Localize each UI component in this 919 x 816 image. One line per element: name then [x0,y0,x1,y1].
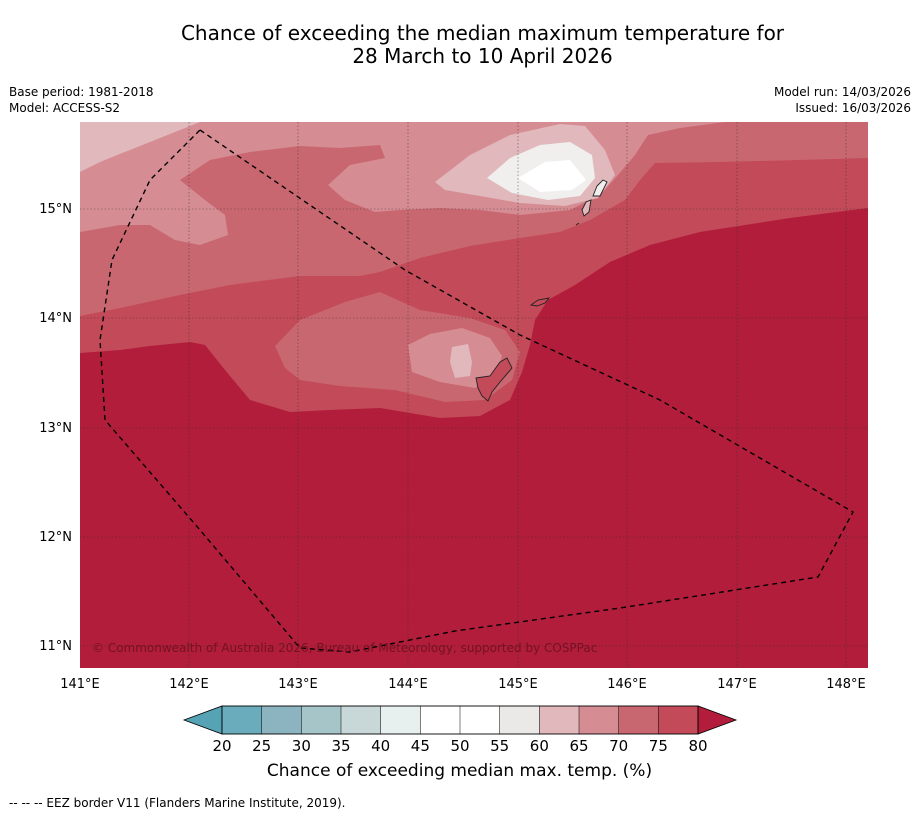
colorbar-swatch [459,705,501,735]
lat-label: 13°N [39,421,72,436]
lon-label: 143°E [278,677,318,692]
colorbar-tick-label: 30 [292,737,311,755]
contour-70 [80,122,868,316]
lon-label: 145°E [498,677,538,692]
title-line-2: 28 March to 10 April 2026 [352,44,613,68]
lat-label: 11°N [39,639,72,654]
lon-label: 144°E [388,677,428,692]
colorbar-tick-label: 80 [688,737,707,755]
colorbar-tick-label: 60 [530,737,549,755]
colorbar-swatch [499,705,540,735]
lat-label: 12°N [39,530,72,545]
gridlines [80,122,868,668]
colorbar-tick-label: 70 [609,737,628,755]
colorbar-swatch [261,705,302,735]
colorbar-tick-label: 50 [450,737,469,755]
footer-note: -- -- -- EEZ border V11 (Flanders Marine… [9,796,346,810]
contour-60 [80,122,200,172]
lon-label: 146°E [607,677,647,692]
copyright-notice: © Commonwealth of Australia 2026, Bureau… [92,641,598,655]
colorbar-tick-label: 35 [331,737,350,755]
lon-label: 142°E [169,677,209,692]
island-guam [475,357,513,402]
colorbar-swatch [658,705,699,735]
colorbar-tick-label: 40 [371,737,390,755]
colorbar-swatch [301,705,342,735]
model-name: Model: ACCESS-S2 [9,101,121,115]
longitude-labels: 141°E 142°E 143°E 144°E 145°E 146°E 147°… [60,677,866,692]
contour-60-core [450,344,472,378]
lon-label: 148°E [826,677,866,692]
latitude-labels: 15°N 14°N 13°N 12°N 11°N [39,202,72,654]
contour-50 [518,160,586,192]
issued-date: Issued: 16/03/2026 [795,101,911,115]
islands [475,179,608,402]
colorbar-high-arrow [697,705,738,735]
island-rota [529,297,551,307]
colorbar-tick-label: 45 [411,737,430,755]
colorbar-swatch [380,705,421,735]
meta-right: Model run: 14/03/2026 Issued: 16/03/2026 [774,84,911,116]
colorbar-tick-label: 25 [252,737,271,755]
base-period: Base period: 1981-2018 [9,85,154,99]
colorbar: 20 25 30 35 40 45 50 55 60 65 70 75 80 [182,705,738,755]
colorbar-swatch [578,705,620,735]
island-tinian [581,199,592,217]
colorbar-swatch [340,705,382,735]
chart-title: Chance of exceeding the median maximum t… [0,22,919,68]
lat-label: 15°N [39,202,72,217]
colorbar-tick-label: 75 [649,737,668,755]
lon-label: 147°E [717,677,757,692]
colorbar-swatch [618,705,659,735]
colorbar-low-arrow [182,705,223,735]
colorbar-title: Chance of exceeding median max. temp. (%… [266,761,653,781]
colorbar-tick-label: 65 [569,737,588,755]
contour-fields [80,122,868,668]
colorbar-tick-label: 20 [212,737,231,755]
island-aguijan [575,222,580,226]
eez-border [99,129,854,653]
title-line-1: Chance of exceeding the median maximum t… [180,21,785,45]
colorbar-swatch [539,705,580,735]
colorbar-swatch [221,705,263,735]
lon-label: 141°E [60,677,100,692]
meta-left: Base period: 1981-2018 Model: ACCESS-S2 [9,84,154,116]
model-run: Model run: 14/03/2026 [773,85,911,99]
colorbar-tick-label: 55 [490,737,509,755]
colorbar-outline [221,705,699,735]
colorbar-swatch [420,705,461,735]
lat-label: 14°N [39,311,72,326]
island-saipan [592,179,608,197]
